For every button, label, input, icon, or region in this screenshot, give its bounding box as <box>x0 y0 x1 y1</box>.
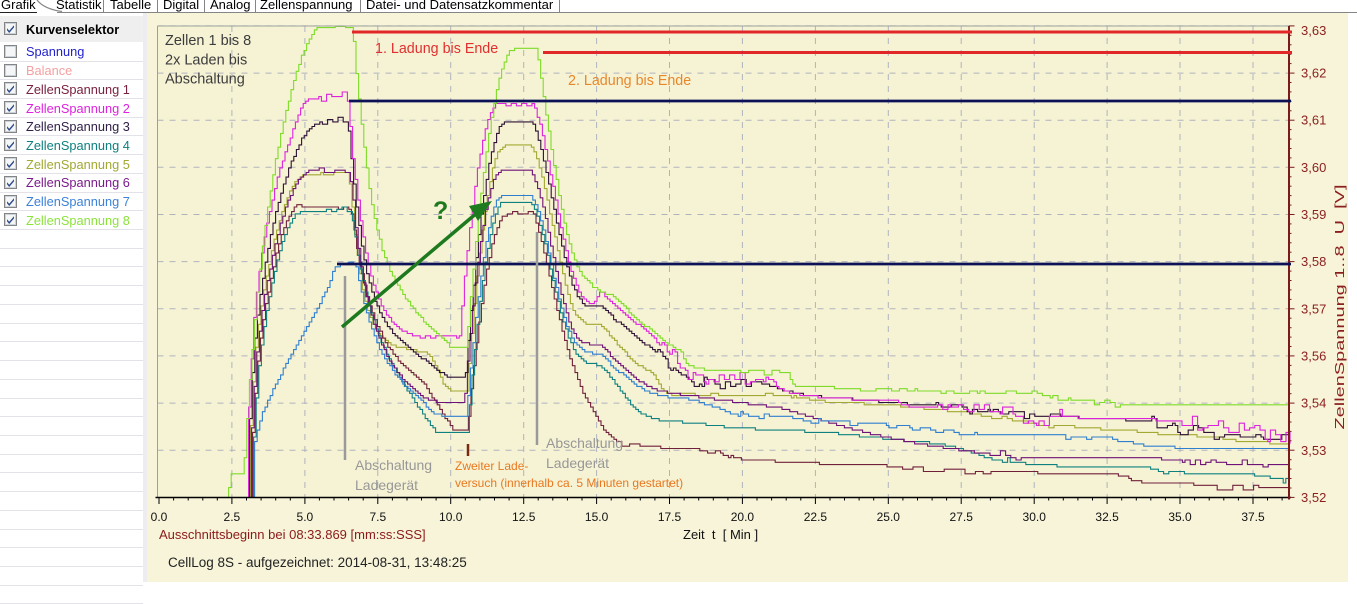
svg-text:3,53: 3,53 <box>1301 443 1326 458</box>
svg-text:12.5: 12.5 <box>512 510 536 524</box>
svg-text:3,60: 3,60 <box>1301 160 1326 175</box>
svg-text:Abschaltung: Abschaltung <box>546 435 623 451</box>
svg-text:22.5: 22.5 <box>804 510 828 524</box>
svg-text:17.5: 17.5 <box>658 510 682 524</box>
svg-text:Zeit t [ Min ]: Zeit t [ Min ] <box>683 527 758 542</box>
svg-text:2x Laden bis: 2x Laden bis <box>165 52 247 68</box>
svg-text:CellLog 8S - aufgezeichnet: 20: CellLog 8S - aufgezeichnet: 2014-08-31, … <box>168 555 467 570</box>
svg-text:3,61: 3,61 <box>1301 113 1326 128</box>
svg-text:ZellenSpannung 1..8 U [V]: ZellenSpannung 1..8 U [V] <box>1332 185 1347 430</box>
svg-text:Ladegerät: Ladegerät <box>546 455 609 471</box>
svg-text:2. Ladung bis Ende: 2. Ladung bis Ende <box>568 73 691 89</box>
svg-text:versuch (innerhalb ca. 5 Minut: versuch (innerhalb ca. 5 Minuten gestart… <box>455 476 683 490</box>
svg-text:3,59: 3,59 <box>1301 207 1326 222</box>
svg-text:Ladegerät: Ladegerät <box>355 477 418 493</box>
svg-text:3,54: 3,54 <box>1301 396 1326 411</box>
svg-text:?: ? <box>433 197 448 225</box>
svg-text:30.0: 30.0 <box>1023 510 1047 524</box>
svg-text:37.5: 37.5 <box>1241 510 1265 524</box>
svg-text:27.5: 27.5 <box>950 510 974 524</box>
svg-text:Abschaltung: Abschaltung <box>165 72 245 88</box>
svg-text:25.0: 25.0 <box>877 510 901 524</box>
svg-text:Abschaltung: Abschaltung <box>355 457 432 473</box>
svg-text:Zellen 1 bis 8: Zellen 1 bis 8 <box>165 33 251 49</box>
svg-text:20.0: 20.0 <box>731 510 755 524</box>
svg-text:3,62: 3,62 <box>1301 66 1326 81</box>
svg-text:0.0: 0.0 <box>151 510 168 524</box>
svg-text:1. Ladung bis Ende: 1. Ladung bis Ende <box>375 41 498 57</box>
svg-text:3,56: 3,56 <box>1301 348 1326 363</box>
svg-text:5.0: 5.0 <box>297 510 314 524</box>
svg-text:Ausschnittsbeginn bei 08:33.86: Ausschnittsbeginn bei 08:33.869 [mm:ss:S… <box>159 527 426 542</box>
svg-text:3,63: 3,63 <box>1301 23 1326 38</box>
svg-text:3,52: 3,52 <box>1301 490 1326 505</box>
svg-text:10.0: 10.0 <box>439 510 463 524</box>
svg-text:3,58: 3,58 <box>1301 254 1326 269</box>
svg-text:3,57: 3,57 <box>1301 301 1326 316</box>
svg-text:Zweiter Lade-: Zweiter Lade- <box>455 459 528 473</box>
svg-text:7.5: 7.5 <box>369 510 386 524</box>
svg-text:35.0: 35.0 <box>1168 510 1192 524</box>
svg-text:32.5: 32.5 <box>1095 510 1119 524</box>
svg-text:15.0: 15.0 <box>585 510 609 524</box>
svg-text:2.5: 2.5 <box>224 510 241 524</box>
